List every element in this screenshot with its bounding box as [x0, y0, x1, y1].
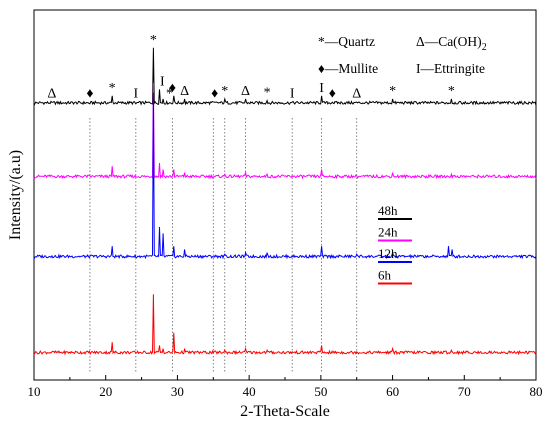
phase-marker: ♦	[86, 86, 93, 101]
phase-key-item: I—Ettringite	[416, 61, 485, 76]
phase-marker: *	[264, 86, 271, 101]
phase-marker: *	[448, 84, 455, 99]
phase-marker: *	[150, 33, 157, 48]
phase-marker: I	[160, 74, 165, 89]
x-tick-label: 60	[386, 384, 399, 399]
phase-marker: ♦	[329, 86, 336, 101]
phase-key-item: *—Quartz	[318, 34, 375, 49]
x-tick-label: 50	[314, 384, 327, 399]
phase-marker: ♦	[211, 86, 218, 101]
series-line-12h	[33, 92, 537, 260]
reference-lines	[89, 118, 358, 372]
series-lines	[33, 47, 537, 356]
phase-marker: *	[109, 81, 116, 96]
phase-key-item: ♦—Mullite	[318, 61, 378, 76]
x-tick-label: 30	[171, 384, 184, 399]
legend: 48h 24h 12h 6h	[378, 203, 412, 285]
phase-marker: Δ	[180, 84, 189, 99]
y-axis-title: Intensity/(a.u)	[7, 150, 24, 240]
phase-marker: Δ	[241, 84, 250, 99]
phase-marker: Δ	[352, 86, 361, 101]
phase-marker: *	[166, 86, 173, 101]
series-line-24h	[33, 82, 537, 180]
legend-label-12h: 12h	[378, 246, 398, 261]
legend-label-48h: 48h	[378, 203, 398, 218]
phase-marker: ♦	[169, 81, 176, 96]
x-tick-label: 40	[243, 384, 256, 399]
phase-marker: *	[389, 84, 396, 99]
phase-marker: I	[133, 86, 138, 101]
phase-key: *—Quartz Δ—Ca(OH)2 ♦—Mullite I—Ettringite	[318, 34, 487, 76]
series-line-6h	[33, 294, 537, 356]
series-line-48h	[33, 47, 537, 106]
x-tick-label: 70	[458, 384, 471, 399]
phase-marker: I	[319, 81, 324, 96]
x-tick-label: 10	[28, 384, 41, 399]
x-tick-label: 20	[99, 384, 112, 399]
phase-key-item: Δ—Ca(OH)2	[416, 34, 487, 53]
phase-marker: Δ	[47, 86, 56, 101]
x-tick-label: 80	[530, 384, 543, 399]
phase-marker: *	[221, 84, 228, 99]
x-axis-ticks: 10 20 30 40 50 60 70 80	[28, 375, 543, 399]
legend-label-6h: 6h	[378, 268, 392, 283]
phase-marker: I	[290, 86, 295, 101]
x-axis-title: 2-Theta-Scale	[240, 403, 330, 420]
legend-label-24h: 24h	[378, 225, 398, 240]
phase-markers: Δ ♦ * I*I*♦ Δ ♦ * Δ * I I ♦ Δ * *	[47, 33, 454, 102]
